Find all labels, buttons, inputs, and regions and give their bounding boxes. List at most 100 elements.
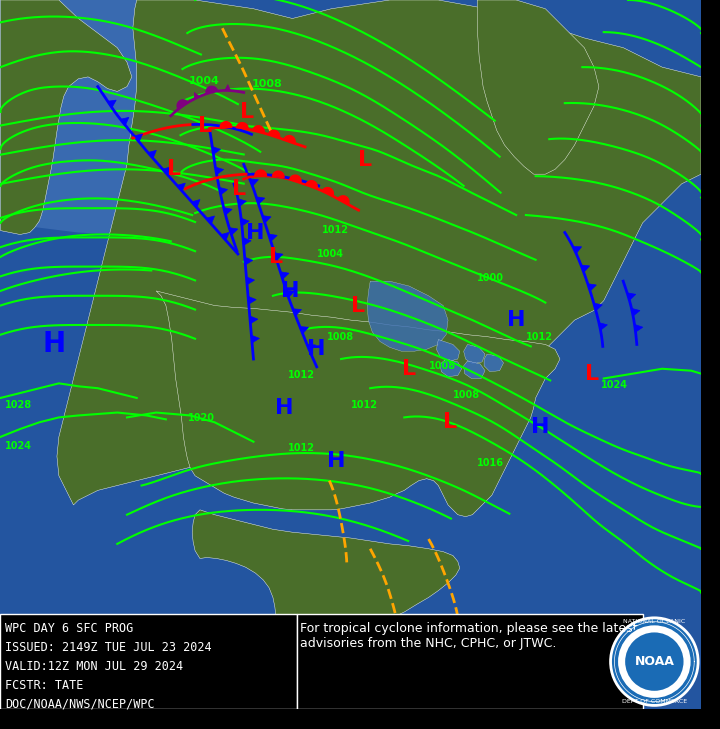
Text: 1008: 1008 [251,79,282,89]
Text: L: L [351,295,366,316]
Text: H: H [531,417,550,437]
Polygon shape [627,293,636,300]
Polygon shape [300,327,308,334]
Circle shape [625,633,683,691]
Polygon shape [339,636,388,677]
Polygon shape [177,100,188,109]
Text: 1008: 1008 [428,361,456,371]
Polygon shape [307,344,315,351]
Text: L: L [269,247,283,267]
Polygon shape [280,272,289,279]
Polygon shape [177,183,185,191]
Polygon shape [250,179,258,186]
Text: L: L [585,364,599,383]
Polygon shape [286,290,294,297]
Text: NATIONAL OCEANIC: NATIONAL OCEANIC [624,619,685,624]
Polygon shape [269,234,277,241]
Text: H: H [282,281,300,301]
Polygon shape [225,85,230,90]
Text: L: L [240,102,253,122]
Text: H: H [507,310,526,330]
Polygon shape [243,238,251,246]
Polygon shape [156,291,560,517]
Polygon shape [206,86,217,93]
Text: H: H [307,339,326,359]
Polygon shape [221,233,229,241]
Text: L: L [166,160,181,179]
Polygon shape [215,167,224,175]
Polygon shape [274,253,283,260]
Text: 1024: 1024 [5,440,32,451]
Text: 1028: 1028 [5,399,32,410]
Polygon shape [120,117,129,125]
Polygon shape [251,335,259,343]
Polygon shape [192,510,460,636]
Polygon shape [594,303,603,311]
Polygon shape [253,125,264,133]
Polygon shape [192,200,200,208]
Text: L: L [443,413,457,432]
Polygon shape [269,130,279,138]
Text: H: H [42,330,66,359]
Polygon shape [323,187,333,196]
Polygon shape [631,308,640,316]
Text: WPC DAY 6 SFC PROG
ISSUED: 2149Z TUE JUL 23 2024
VALID:12Z MON JUL 29 2024
FCSTR: WPC DAY 6 SFC PROG ISSUED: 2149Z TUE JUL… [5,622,212,711]
Polygon shape [441,359,462,377]
Circle shape [611,618,698,706]
Polygon shape [306,181,318,189]
Text: 1008: 1008 [326,332,354,342]
Text: For tropical cyclone information, please see the latest
advisories from the NHC,: For tropical cyclone information, please… [300,622,638,650]
Circle shape [617,625,691,698]
Polygon shape [148,150,156,158]
Text: 1004: 1004 [317,249,343,259]
Polygon shape [293,309,302,316]
Text: 1012: 1012 [287,443,315,453]
Polygon shape [238,199,246,206]
Text: 1012: 1012 [526,332,553,342]
Polygon shape [464,344,485,364]
Polygon shape [1,0,132,235]
Polygon shape [289,175,301,183]
Text: 1012: 1012 [287,370,315,381]
Polygon shape [464,361,485,378]
Bar [1,614,297,709]
Polygon shape [436,340,460,361]
Text: 1024: 1024 [600,381,628,390]
Text: 1008: 1008 [453,390,480,400]
Polygon shape [588,284,596,291]
Polygon shape [134,134,143,142]
Polygon shape [57,0,701,505]
Polygon shape [599,323,608,330]
Polygon shape [107,100,116,108]
Polygon shape [338,196,349,205]
Polygon shape [256,197,265,204]
Polygon shape [367,281,448,351]
Polygon shape [212,147,220,155]
Polygon shape [241,218,249,226]
Polygon shape [581,265,590,273]
Polygon shape [272,171,284,178]
Polygon shape [206,216,215,224]
Text: 1012: 1012 [322,225,348,235]
Text: 1000: 1000 [477,273,504,283]
Polygon shape [248,297,256,304]
Text: 1004: 1004 [189,76,219,86]
Polygon shape [250,316,258,324]
Text: H: H [246,222,265,243]
Polygon shape [245,257,253,265]
Text: 1016: 1016 [477,458,504,468]
Polygon shape [477,0,599,174]
Polygon shape [484,354,503,372]
Text: H: H [327,451,346,471]
Text: 1012: 1012 [351,399,378,410]
Polygon shape [163,167,171,175]
Bar [297,614,643,709]
Polygon shape [224,208,232,215]
Text: L: L [359,149,372,170]
Text: L: L [232,179,246,199]
Text: L: L [402,359,416,379]
Polygon shape [634,324,643,332]
Text: H: H [275,398,294,418]
Text: NOAA: NOAA [634,655,674,668]
Polygon shape [1,0,153,235]
